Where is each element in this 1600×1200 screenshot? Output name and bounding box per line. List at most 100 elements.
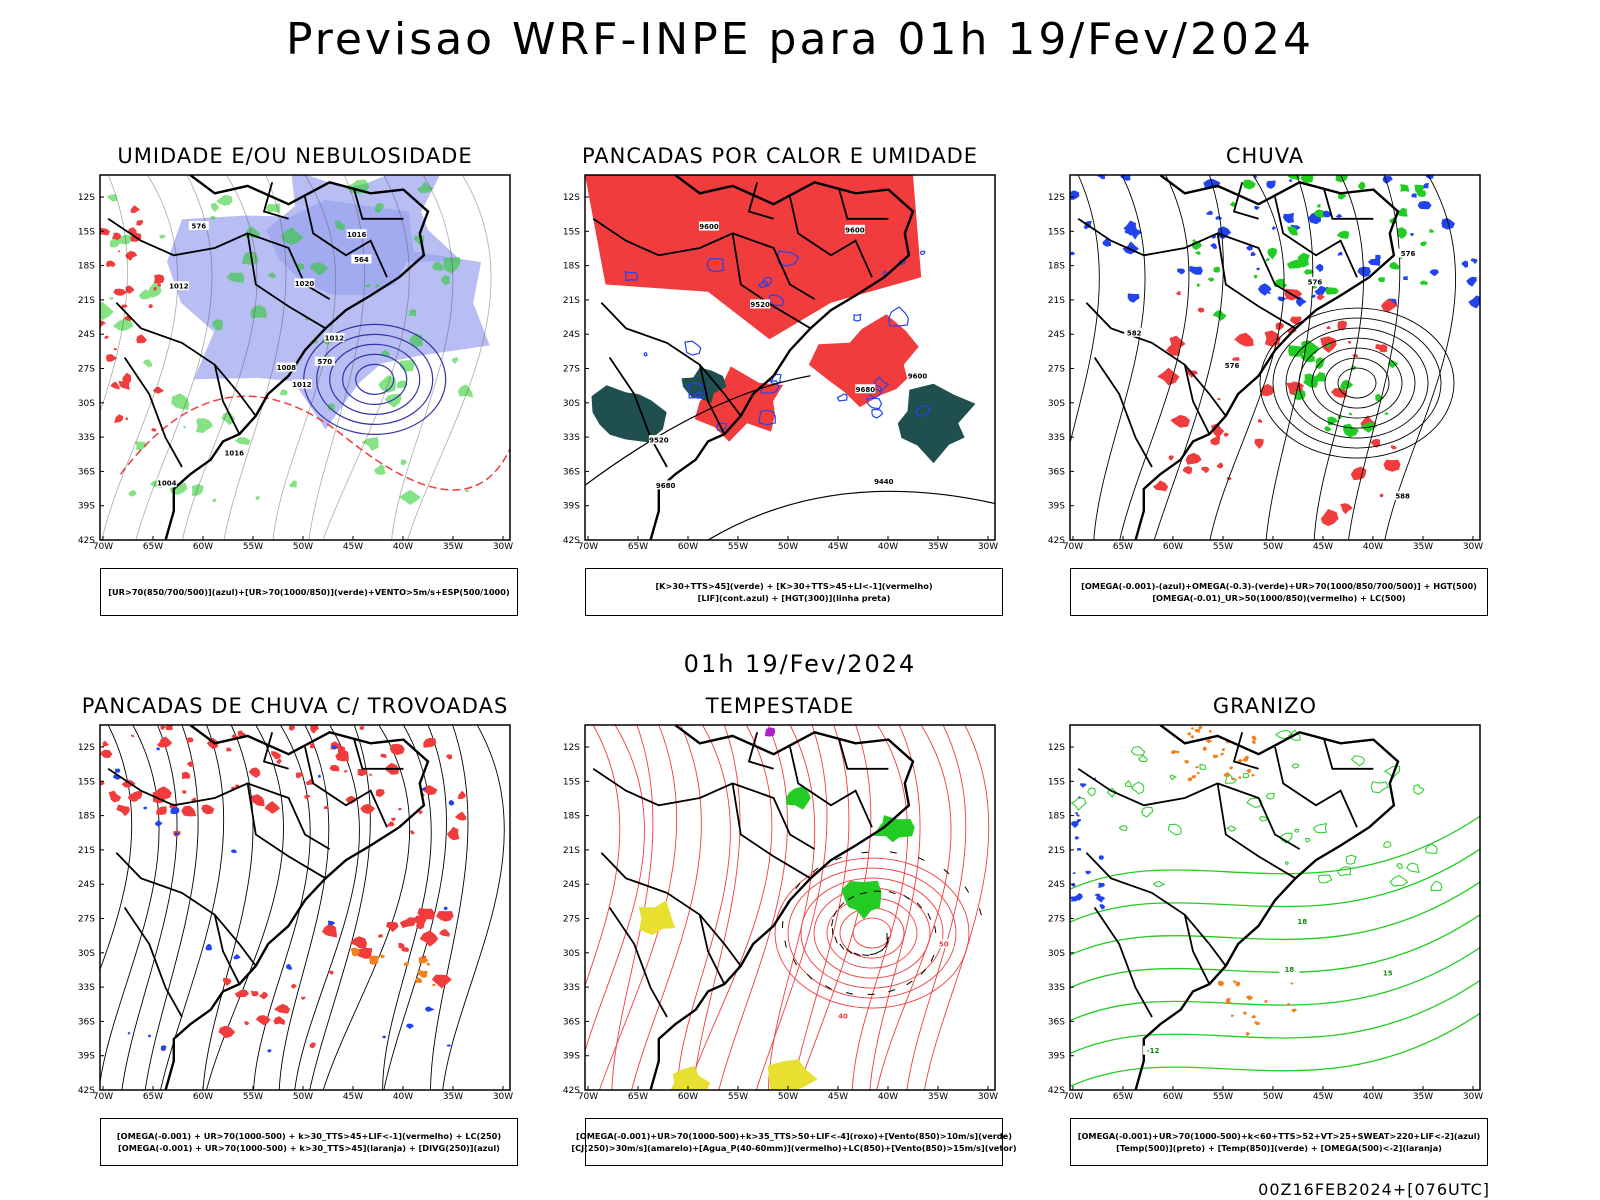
- wind-vector: [847, 895, 855, 901]
- lat-tick-label: 18S: [563, 262, 580, 272]
- legend-line-1: [OMEGA(-0.001)+UR>70(1000-500)+k<60+TTS>…: [1077, 1131, 1481, 1141]
- lon-tick-label: 65W: [1113, 1092, 1133, 1102]
- lon-tick-label: 40W: [393, 542, 413, 552]
- field-patch: [110, 381, 120, 390]
- lon-tick-label: 50W: [1263, 542, 1283, 552]
- field-patch: [1212, 754, 1219, 759]
- state-border: [115, 302, 257, 417]
- streamline: [1348, 175, 1401, 540]
- field-patch: [160, 1045, 167, 1051]
- field-patch: [1383, 841, 1392, 848]
- field-patch: [1410, 233, 1414, 237]
- field-patch: [1076, 848, 1082, 851]
- contour-label-bg: [351, 254, 372, 264]
- state-border: [213, 364, 241, 435]
- wind-vector: [875, 949, 883, 954]
- lat-tick-label: 36S: [563, 467, 580, 477]
- lat-tick-label: 18S: [1048, 812, 1065, 822]
- field-patch: [1287, 226, 1298, 236]
- field-patch: [1205, 738, 1213, 744]
- state-border: [1085, 852, 1227, 967]
- state-border: [1077, 218, 1301, 300]
- field-patch: [1263, 999, 1268, 1003]
- field-patch: [421, 787, 426, 791]
- state-border: [608, 906, 668, 1018]
- field-patch: [1254, 438, 1264, 449]
- temp850-contour: [1070, 979, 1480, 1055]
- lat-tick-label: 33S: [78, 983, 95, 993]
- field-patch: [1198, 725, 1203, 730]
- field-patch: [350, 947, 360, 957]
- field-patch: [165, 725, 173, 731]
- field-patch: [1170, 749, 1177, 755]
- lon-tick-label: 35W: [443, 542, 463, 552]
- field-patch: [1413, 784, 1425, 795]
- field-patch: [1383, 459, 1401, 472]
- field-patch: [231, 786, 236, 790]
- field-patch: [1242, 1011, 1247, 1015]
- field-patch: [1300, 351, 1315, 363]
- wind-vector: [886, 936, 890, 944]
- field-patch: [415, 977, 423, 983]
- state-border: [107, 218, 331, 300]
- field-patch: [1194, 251, 1201, 255]
- field-patch: [1130, 745, 1146, 756]
- wind-vector: [978, 908, 982, 916]
- cyclone-contours: [774, 857, 970, 1009]
- lat-tick-label: 24S: [1048, 330, 1065, 340]
- field-patch: [305, 778, 314, 786]
- field-patch: [1316, 293, 1325, 301]
- field-patch: [1076, 813, 1080, 817]
- field-patch: [1246, 245, 1253, 251]
- wind-vector: [834, 936, 838, 944]
- field-patch: [125, 417, 129, 421]
- lon-tick-label: 30W: [493, 1092, 513, 1102]
- field-patch: [100, 320, 106, 328]
- lat-tick-label: 18S: [78, 812, 95, 822]
- field-patch: [128, 490, 137, 497]
- field-patch: [1223, 772, 1230, 777]
- field-patch: [1339, 379, 1354, 391]
- field-patch: [1080, 783, 1087, 788]
- lat-tick-label: 39S: [78, 502, 95, 512]
- panel-chuva: CHUVA 588 582 576 576 576 12S 15S 18S 21S 24S 27S 3…: [1030, 144, 1500, 616]
- contour-label: 18: [1297, 918, 1307, 926]
- lat-tick-label: 21S: [1048, 296, 1065, 306]
- lat-tick-label: 21S: [563, 846, 580, 856]
- lat-tick-label: 39S: [563, 502, 580, 512]
- map-umidade: 1012 1012 1008 1004 1012 1016 1016 1020 564 570 57…: [78, 174, 513, 552]
- thickness-contour: [119, 395, 510, 491]
- field-patch: [1167, 823, 1182, 836]
- streamline: [322, 725, 411, 1090]
- field-patch: [113, 232, 122, 241]
- pressure-contour: [329, 343, 421, 415]
- field-patch: [446, 754, 452, 760]
- lat-tick-label: 21S: [563, 296, 580, 306]
- field-patch: [1367, 258, 1381, 266]
- field-patch: [1221, 748, 1225, 752]
- temp850-contour: [1070, 1012, 1480, 1087]
- field-patch: [1070, 251, 1076, 256]
- lat-tick-label: 15S: [563, 777, 580, 787]
- contour-label: 564: [354, 256, 369, 264]
- lon-tick-label: 30W: [493, 542, 513, 552]
- field-patch: [1225, 1000, 1232, 1005]
- field-patch: [1350, 466, 1367, 481]
- streamline: [322, 175, 410, 540]
- forecast-time-label: 01h 19/Fev/2024: [683, 650, 917, 678]
- field-patch: [1102, 237, 1111, 247]
- lat-tick-label: 30S: [563, 949, 580, 959]
- field-patch: [424, 1006, 435, 1012]
- wind850-field-green: [786, 786, 811, 810]
- field-patch: [1277, 296, 1287, 302]
- field-patch: [1375, 254, 1381, 260]
- panel-legend: [UR>70(850/700/500)](azul)+[UR>70(1000/8…: [100, 568, 518, 616]
- field-patch: [377, 934, 383, 938]
- field-patch: [1382, 176, 1393, 184]
- streamline: [309, 725, 371, 1090]
- lon-tick-label: 30W: [978, 542, 998, 552]
- lon-tick-label: 60W: [1163, 1092, 1183, 1102]
- field-patch: [426, 962, 430, 966]
- field-patch: [1226, 477, 1232, 481]
- field-patch: [1225, 997, 1231, 1002]
